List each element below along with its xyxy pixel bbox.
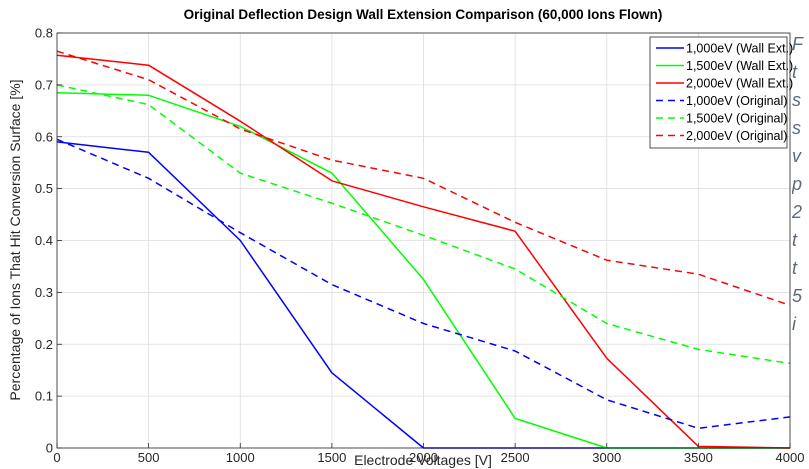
y-tick-label: 0.7 [35,77,53,92]
side-text-line: s [792,90,801,110]
y-tick-label: 0.5 [35,181,53,196]
x-tick-label: 2500 [501,450,530,465]
chart-title: Original Deflection Design Wall Extensio… [184,7,663,22]
y-tick-label: 0.4 [35,233,53,248]
side-text-line: i [792,314,796,334]
x-tick-label: 3000 [592,450,621,465]
x-tick-label: 3500 [684,450,713,465]
y-tick-label: 0.8 [35,26,53,41]
y-tick-label: 0.3 [35,285,53,300]
legend-label: 2,000eV (Wall Ext.) [686,77,793,91]
side-text-line: s [792,118,801,138]
legend-label: 1,000eV (Original) [686,94,787,108]
y-tick-label: 0.6 [35,129,53,144]
x-tick-label: 0 [53,450,60,465]
x-tick-label: 2000 [409,450,438,465]
x-tick-label: 4000 [776,450,805,465]
side-text-line: F [792,34,803,54]
series-line [56,138,791,430]
legend-label: 1,000eV (Wall Ext.) [686,42,793,56]
side-text-line: 2 [792,202,803,222]
series-line [56,50,791,307]
x-tick-label: 1500 [317,450,346,465]
series-line [56,84,791,365]
x-axis-label: Electrode Voltages [V] [354,452,492,468]
x-tick-label: 1000 [226,450,255,465]
y-tick-label: 0.1 [35,389,53,404]
y-tick-label: 0.2 [35,337,53,352]
y-tick-label: 0 [46,441,53,456]
legend-label: 1,500eV (Original) [686,112,787,126]
tick-labels: 0 500 1000 1500 2000 2500 3000 3500 4000 0 0.1 0.2 0… [35,26,805,466]
legend-label: 2,000eV (Original) [686,129,787,143]
legend: 1,000eV (Wall Ext.) 1,500eV (Wall Ext.) 2,… [649,36,793,149]
y-axis-label: Percentage of Ions That Hit Conversion S… [7,79,23,400]
side-text-line: v [792,146,801,166]
side-text-line: t [792,62,798,82]
series-line [56,54,791,449]
x-tick-label: 500 [138,450,160,465]
side-text-line: p [792,174,803,194]
side-text-line: t [792,258,798,278]
legend-label: 1,500eV (Wall Ext.) [686,59,793,73]
legend-box [649,36,788,149]
side-text-line: 5 [792,286,803,306]
side-text-line: t [792,230,798,250]
